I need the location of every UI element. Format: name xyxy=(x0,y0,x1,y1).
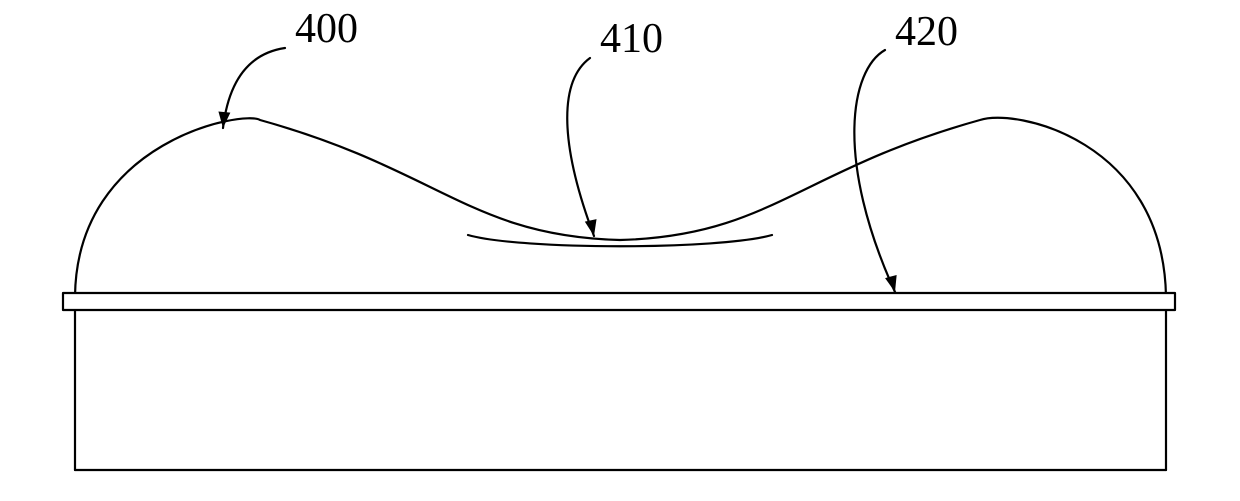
label-400: 400 xyxy=(295,6,358,52)
technical-figure: 400 410 420 xyxy=(0,0,1240,501)
lead410-arrowhead-icon xyxy=(585,219,597,236)
lead420-arrowhead-icon xyxy=(885,275,897,292)
lead410-line xyxy=(567,58,594,236)
label-420: 420 xyxy=(895,9,958,55)
lead400-line xyxy=(223,48,285,128)
label-410: 410 xyxy=(600,16,663,62)
lead420-line xyxy=(854,50,895,292)
horizontal-band xyxy=(63,293,1175,310)
